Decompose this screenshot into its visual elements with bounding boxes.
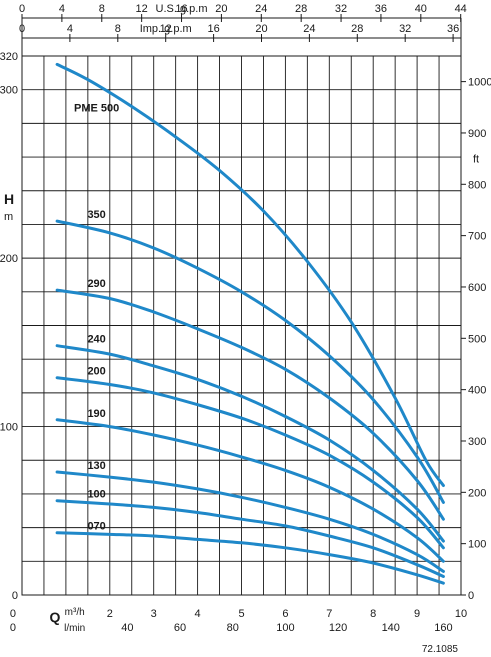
flow-m3h-tick-label: 5 bbox=[238, 608, 244, 620]
flow-m3h-tick-label: 0 bbox=[10, 608, 16, 620]
us-gpm-tick-label: 0 bbox=[19, 3, 25, 15]
curve-label-240: 240 bbox=[87, 334, 105, 346]
flow-m3h-tick-label: 2 bbox=[107, 608, 113, 620]
chart-labels: PME 500 350 290 240 200 190 130 100 070 bbox=[74, 103, 119, 533]
us-gpm-tick-label: 4 bbox=[59, 3, 65, 15]
us-gpm-tick-label: 8 bbox=[99, 3, 105, 15]
imp-gpm-axis-label: Imp. g.p.m bbox=[140, 23, 192, 35]
head-ft-tick-label: 0 bbox=[468, 590, 474, 602]
head-ft-tick-label: 600 bbox=[468, 282, 486, 294]
flow-m3h-tick-label: 8 bbox=[370, 608, 376, 620]
us-gpm-tick-label: 32 bbox=[335, 3, 347, 15]
curve-200 bbox=[55, 376, 445, 550]
head-axis-unit: m bbox=[4, 211, 13, 223]
head-ft-tick-label: 200 bbox=[468, 487, 486, 499]
flow-m3h-tick-label: 6 bbox=[282, 608, 288, 620]
curve-label-200: 200 bbox=[87, 366, 105, 378]
head-ft-tick-label: 400 bbox=[468, 385, 486, 397]
us-gpm-tick-label: 20 bbox=[215, 3, 227, 15]
flow-lmin-tick-label: 40 bbox=[121, 622, 133, 634]
curve-label-pme-500: PME 500 bbox=[74, 103, 119, 115]
head-ft-tick-label: 100 bbox=[468, 539, 486, 551]
flow-m3h-axis-label: m³/h bbox=[65, 607, 85, 618]
imp-gpm-tick-label: 4 bbox=[67, 23, 73, 35]
flow-m3h-tick-label: 7 bbox=[326, 608, 332, 620]
flow-lmin-tick-label: 160 bbox=[434, 622, 452, 634]
curve-label-290: 290 bbox=[87, 278, 105, 290]
flow-m3h-tick-label: 10 bbox=[455, 608, 467, 620]
chart-grid bbox=[21, 55, 462, 596]
imp-gpm-tick-label: 20 bbox=[255, 23, 267, 35]
head-ft-tick-label: 900 bbox=[468, 128, 486, 140]
head-m-tick-label: 100 bbox=[0, 422, 18, 434]
curve-label-070: 070 bbox=[87, 521, 105, 533]
curve-100 bbox=[55, 499, 445, 578]
us-gpm-tick-label: 16 bbox=[175, 3, 187, 15]
curve-label-190: 190 bbox=[87, 408, 105, 420]
flow-lmin-tick-label: 80 bbox=[227, 622, 239, 634]
curve-label-350: 350 bbox=[87, 209, 105, 221]
curve-pme-500 bbox=[55, 62, 445, 487]
us-gpm-tick-label: 24 bbox=[255, 3, 267, 15]
us-gpm-tick-label: 44 bbox=[455, 3, 467, 15]
head-m-tick-label: 320 bbox=[0, 51, 18, 63]
curve-070 bbox=[55, 531, 445, 585]
head-ft-tick-label: 300 bbox=[468, 436, 486, 448]
imp-gpm-tick-label: 12 bbox=[160, 23, 172, 35]
head-ft-tick-label: 700 bbox=[468, 231, 486, 243]
us-gpm-tick-label: 28 bbox=[295, 3, 307, 15]
flow-axis-symbol: Q bbox=[49, 609, 60, 625]
head-axis-symbol: H bbox=[4, 191, 14, 207]
flow-lmin-axis-label: l/min bbox=[64, 623, 85, 634]
curve-190 bbox=[55, 418, 445, 563]
imp-gpm-tick-label: 28 bbox=[351, 23, 363, 35]
head-ft-axis-label: ft bbox=[473, 154, 479, 166]
curve-240 bbox=[55, 344, 445, 543]
head-ft-tick-label: 1000 bbox=[468, 77, 491, 89]
imp-gpm-tick-label: 0 bbox=[19, 23, 25, 35]
curve-label-100: 100 bbox=[87, 489, 105, 501]
head-m-tick-label: 200 bbox=[0, 253, 18, 265]
curve-130 bbox=[55, 470, 445, 573]
imp-gpm-tick-label: 16 bbox=[207, 23, 219, 35]
chart-curves bbox=[55, 62, 445, 585]
head-m-tick-label: 300 bbox=[0, 85, 18, 97]
chart-reference-code: 72.1085 bbox=[422, 644, 459, 655]
chart-ticks: 0 4 8 12 16 20 24 28 32 36 40 44U.S. g.p.m0 4 8 12 16 20… bbox=[0, 3, 491, 655]
imp-gpm-tick-label: 32 bbox=[399, 23, 411, 35]
us-gpm-axis-label: U.S. g.p.m bbox=[156, 3, 208, 15]
flow-lmin-tick-label: 100 bbox=[276, 622, 294, 634]
curve-label-130: 130 bbox=[87, 460, 105, 472]
imp-gpm-tick-label: 8 bbox=[115, 23, 121, 35]
imp-gpm-tick-label: 36 bbox=[447, 23, 459, 35]
head-ft-tick-label: 800 bbox=[468, 179, 486, 191]
imp-gpm-tick-label: 24 bbox=[303, 23, 315, 35]
curve-350 bbox=[55, 219, 445, 504]
us-gpm-tick-label: 40 bbox=[415, 3, 427, 15]
flow-m3h-tick-label: 3 bbox=[151, 608, 157, 620]
head-m-tick-label: 0 bbox=[12, 590, 18, 602]
flow-lmin-tick-label: 60 bbox=[174, 622, 186, 634]
us-gpm-tick-label: 36 bbox=[375, 3, 387, 15]
us-gpm-tick-label: 12 bbox=[136, 3, 148, 15]
flow-lmin-tick-label: 0 bbox=[10, 622, 16, 634]
flow-lmin-tick-label: 120 bbox=[329, 622, 347, 634]
head-ft-tick-label: 500 bbox=[468, 333, 486, 345]
flow-m3h-tick-label: 9 bbox=[414, 608, 420, 620]
flow-m3h-tick-label: 4 bbox=[195, 608, 201, 620]
flow-lmin-tick-label: 140 bbox=[382, 622, 400, 634]
curve-290 bbox=[55, 288, 445, 521]
